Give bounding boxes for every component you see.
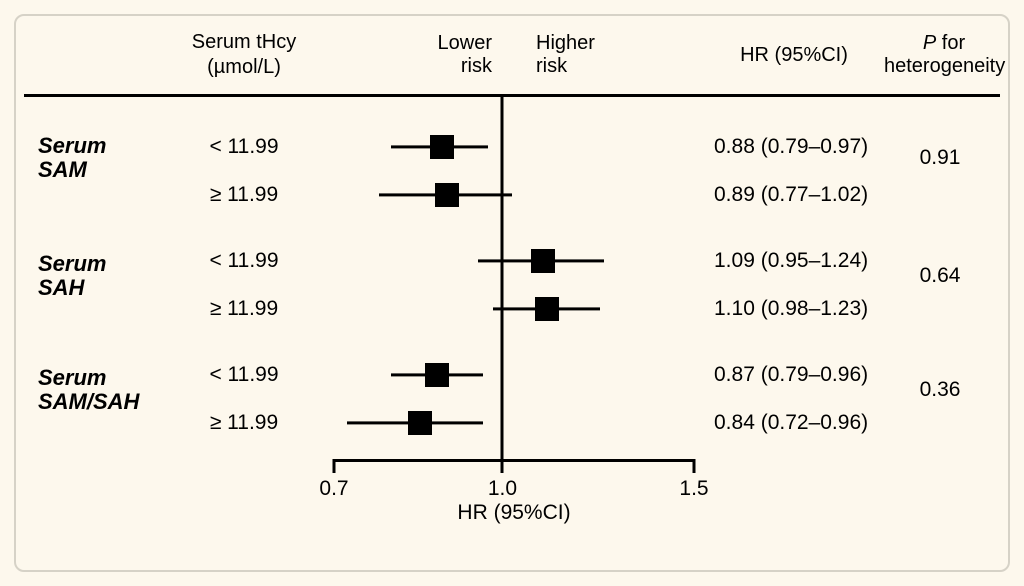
- forest-row: < 11.99 0.88 (0.79–0.97): [24, 123, 1000, 171]
- forest-row: < 11.99 0.87 (0.79–0.96): [24, 351, 1000, 399]
- header-phet-line1: P for: [923, 32, 965, 54]
- point-estimate-marker: [430, 135, 454, 159]
- forest-body: SerumSAM 0.91 < 11.99 0.88 (0.79–0.97) ≥ 11.…: [24, 97, 1000, 519]
- header-thcy-line2: (µmol/L): [207, 56, 281, 78]
- point-estimate-marker: [435, 183, 459, 207]
- forest-group: SerumSAH 0.64 < 11.99 1.09 (0.95–1.24) ≥ 11.…: [24, 219, 1000, 333]
- axis-area: HR (95%CI) 0.71.01.5: [24, 459, 1000, 519]
- groups-container: SerumSAM 0.91 < 11.99 0.88 (0.79–0.97) ≥ 11.…: [24, 97, 1000, 447]
- hr-ci-text: 0.84 (0.72–0.96): [704, 411, 884, 435]
- group-label: SerumSAH: [24, 252, 164, 300]
- hr-ci-text: 1.09 (0.95–1.24): [704, 249, 884, 273]
- header-higher-risk: Higher risk: [514, 32, 704, 78]
- point-estimate-marker: [425, 363, 449, 387]
- header-lower-l1: Lower: [438, 32, 492, 54]
- axis-baseline: [334, 459, 694, 462]
- thcy-value: < 11.99: [164, 135, 324, 159]
- header-lower-l2: risk: [461, 55, 492, 77]
- forest-marker-cell: [324, 351, 704, 399]
- thcy-value: < 11.99: [164, 363, 324, 387]
- x-axis: HR (95%CI) 0.71.01.5: [324, 459, 704, 519]
- thcy-value: ≥ 11.99: [164, 297, 324, 321]
- forest-marker-cell: [324, 123, 704, 171]
- header-hr-ci: HR (95%CI): [704, 44, 884, 67]
- group-label: SerumSAM/SAH: [24, 366, 164, 414]
- point-estimate-marker: [535, 297, 559, 321]
- forest-marker-cell: [324, 399, 704, 447]
- p-het-value: 0.36: [880, 378, 1000, 402]
- header-higher-l2: risk: [536, 55, 567, 77]
- forest-row: ≥ 11.99 0.84 (0.72–0.96): [24, 399, 1000, 447]
- thcy-value: < 11.99: [164, 249, 324, 273]
- forest-marker-cell: [324, 171, 704, 219]
- hr-ci-text: 0.89 (0.77–1.02): [704, 183, 884, 207]
- axis-tick-label: 1.5: [679, 477, 708, 501]
- p-het-value: 0.91: [880, 146, 1000, 170]
- header-thcy: Serum tHcy (µmol/L): [164, 30, 324, 80]
- axis-tick-label: 0.7: [319, 477, 348, 501]
- group-label: SerumSAM: [24, 134, 164, 182]
- thcy-value: ≥ 11.99: [164, 183, 324, 207]
- header-thcy-line1: Serum tHcy: [192, 31, 296, 53]
- axis-tick: [501, 459, 504, 473]
- axis-title: HR (95%CI): [457, 501, 570, 525]
- forest-marker-cell: [324, 285, 704, 333]
- header-p-het: P for heterogeneity: [884, 32, 1004, 78]
- hr-ci-text: 0.87 (0.79–0.96): [704, 363, 884, 387]
- axis-tick-label: 1.0: [488, 477, 517, 501]
- axis-tick: [693, 459, 696, 473]
- header-lower-risk: Lower risk: [324, 32, 514, 78]
- forest-row: < 11.99 1.09 (0.95–1.24): [24, 237, 1000, 285]
- point-estimate-marker: [531, 249, 555, 273]
- thcy-value: ≥ 11.99: [164, 411, 324, 435]
- forest-plot-panel: Serum tHcy (µmol/L) Lower risk Higher ri…: [14, 14, 1010, 572]
- forest-group: SerumSAM 0.91 < 11.99 0.88 (0.79–0.97) ≥ 11.…: [24, 97, 1000, 219]
- axis-tick: [333, 459, 336, 473]
- header-phet-line2: heterogeneity: [884, 55, 1005, 77]
- forest-group: SerumSAM/SAH 0.36 < 11.99 0.87 (0.79–0.96) ≥…: [24, 333, 1000, 447]
- p-het-value: 0.64: [880, 264, 1000, 288]
- forest-row: ≥ 11.99 1.10 (0.98–1.23): [24, 285, 1000, 333]
- hr-ci-text: 0.88 (0.79–0.97): [704, 135, 884, 159]
- header-higher-l1: Higher: [536, 32, 595, 54]
- point-estimate-marker: [408, 411, 432, 435]
- forest-row: ≥ 11.99 0.89 (0.77–1.02): [24, 171, 1000, 219]
- forest-marker-cell: [324, 237, 704, 285]
- table-header: Serum tHcy (µmol/L) Lower risk Higher ri…: [24, 16, 1000, 97]
- hr-ci-text: 1.10 (0.98–1.23): [704, 297, 884, 321]
